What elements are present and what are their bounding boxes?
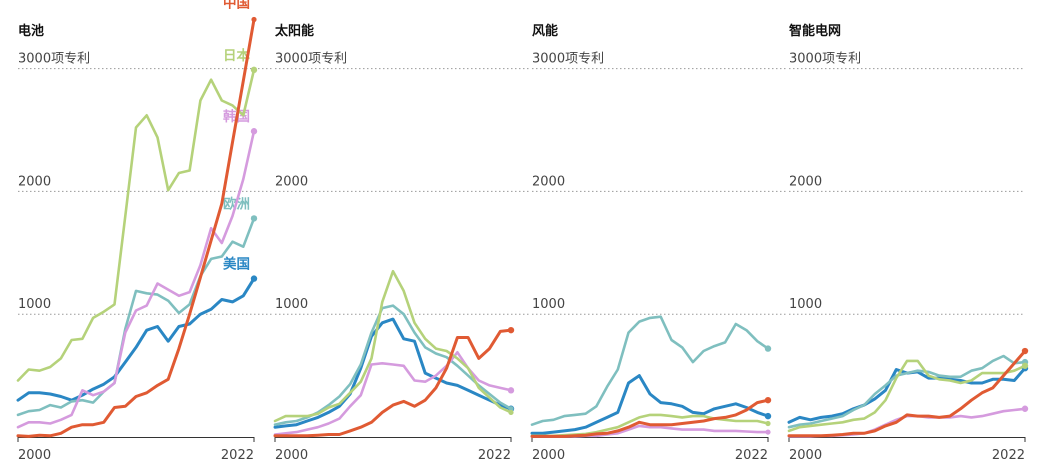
series-line-中国 [530, 398, 770, 438]
series-end-point [765, 429, 771, 435]
series-line-中国 [16, 18, 256, 438]
series-label: 中国 [223, 0, 250, 11]
y-tick-label: 3000项专利 [532, 52, 604, 67]
y-tick-label: 1000 [18, 297, 51, 312]
series-line-欧洲 [16, 217, 256, 417]
series-line-日本 [16, 68, 256, 382]
y-tick-label: 2000 [18, 174, 51, 189]
series-label: 美国 [223, 256, 250, 273]
series-line-欧洲 [787, 354, 1027, 429]
panel-title: 智能电网 [789, 23, 841, 39]
series-end-point [1021, 362, 1029, 369]
y-tick-label: 2000 [275, 174, 308, 189]
series-end-point [1021, 405, 1029, 412]
series-line-美国 [16, 277, 256, 402]
y-tick-label: 1000 [532, 297, 565, 312]
series-line-日本 [787, 359, 1027, 433]
series-end-point [508, 406, 514, 412]
panel-title: 风能 [532, 23, 558, 39]
y-tick-label: 1000 [789, 297, 822, 312]
series-line-中国 [787, 349, 1027, 438]
series-line-美国 [273, 317, 513, 429]
series-label: 日本 [223, 47, 250, 64]
series-line-日本 [273, 269, 513, 423]
series-end-point [250, 215, 258, 222]
series-end-point [250, 66, 258, 74]
panel-title: 电池 [18, 23, 44, 39]
x-tick-label: 2000 [532, 448, 565, 463]
y-tick-label: 2000 [532, 174, 565, 189]
x-tick-label: 2000 [789, 448, 822, 463]
x-tick-label: 2022 [735, 448, 768, 463]
series-line-韩国 [16, 129, 256, 429]
x-tick-label: 2022 [478, 448, 511, 463]
series-end-point [251, 16, 257, 23]
series-line-美国 [530, 374, 770, 435]
panel-1: 太阳能 1000 2000 3000项专利 2000 2022 [273, 23, 531, 463]
x-tick-label: 2022 [992, 448, 1025, 463]
panel-title: 太阳能 [274, 23, 314, 39]
y-tick-label: 3000项专利 [789, 52, 861, 67]
y-tick-label: 1000 [275, 297, 308, 312]
x-tick-label: 2022 [221, 448, 254, 463]
panel-3: 智能电网 1000 2000 3000项专利 2000 2022 [787, 23, 1029, 463]
x-tick-label: 2000 [275, 448, 308, 463]
series-end-point [764, 345, 772, 352]
y-tick-label: 2000 [789, 174, 822, 189]
y-tick-label: 3000项专利 [18, 52, 90, 67]
x-tick-label: 2000 [18, 448, 51, 463]
series-end-point [507, 387, 515, 394]
series-end-point [1021, 347, 1029, 355]
series-line-韩国 [787, 407, 1027, 438]
panel-2: 风能 1000 2000 3000项专利 2000 2022 [530, 23, 788, 463]
series-end-point [250, 275, 258, 282]
series-end-point [508, 409, 514, 416]
series-end-point [764, 412, 772, 420]
series-end-point [764, 396, 772, 404]
series-end-point [507, 326, 515, 334]
series-line-欧洲 [530, 315, 770, 426]
series-line-中国 [273, 328, 513, 438]
series-end-point [250, 128, 258, 135]
series-end-point [765, 420, 771, 427]
y-tick-label: 3000项专利 [275, 52, 347, 67]
